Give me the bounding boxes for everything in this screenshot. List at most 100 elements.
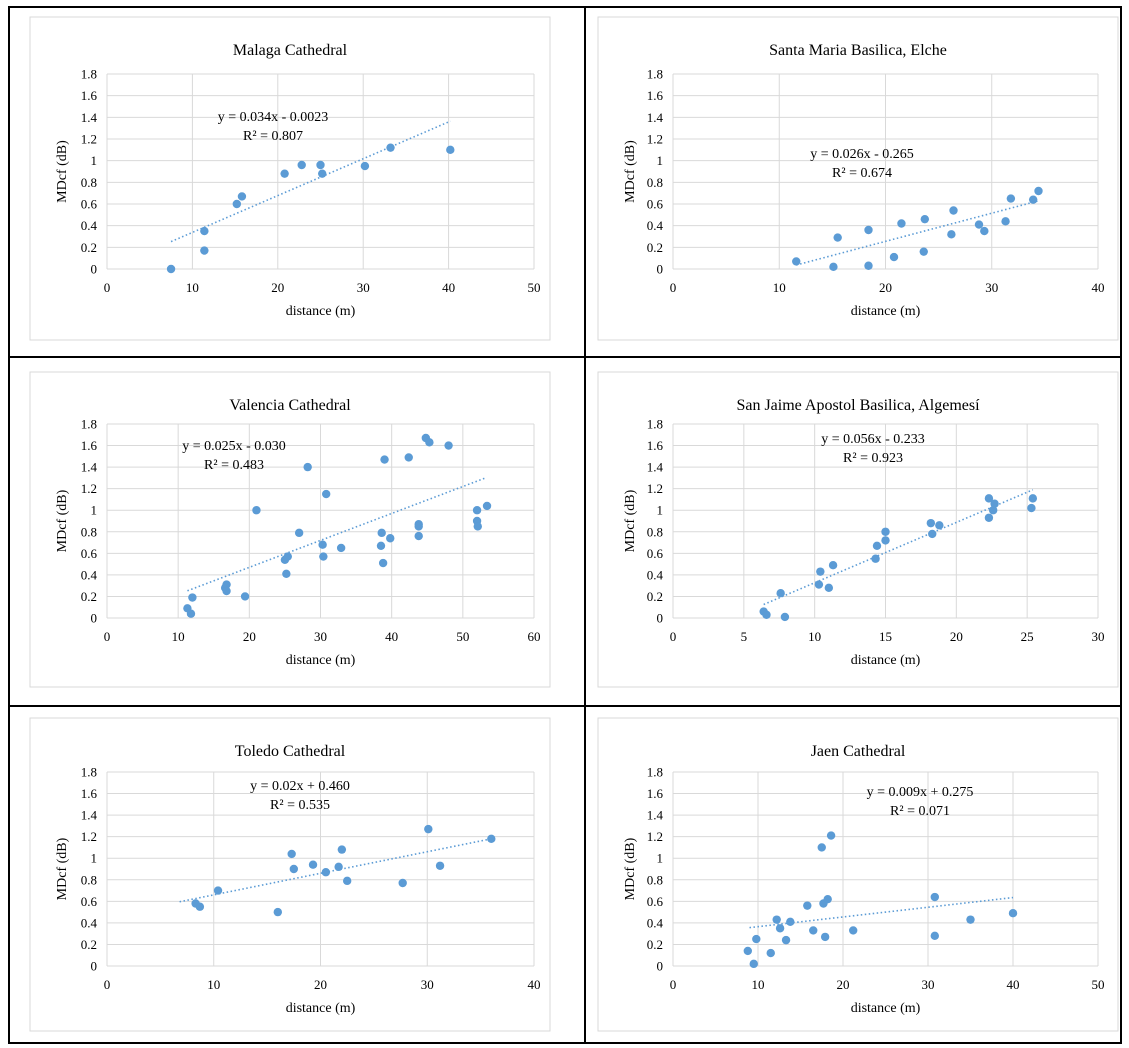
grid-divider-1: [10, 356, 1120, 358]
data-point: [1006, 194, 1016, 203]
y-tick-label: 1: [657, 851, 664, 866]
data-point: [318, 169, 327, 178]
data-point: [414, 531, 423, 541]
y-tick-label: 0.4: [81, 218, 98, 233]
data-point: [980, 226, 989, 236]
y-tick-label: 0.2: [81, 937, 97, 952]
data-point: [1001, 217, 1010, 226]
data-point: [947, 230, 956, 239]
y-tick-label: 0.6: [647, 894, 664, 909]
data-point: [414, 520, 423, 529]
data-point: [786, 917, 795, 927]
y-tick-label: 1.2: [647, 132, 663, 147]
data-point: [378, 558, 388, 568]
data-point: [188, 593, 197, 602]
data-point: [1034, 186, 1043, 196]
chart-5: Toledo Cathedral 0 0.2 0.4 0.6 0.8 1 1.2 1.4 1.6 1…: [29, 717, 551, 1032]
data-point: [283, 552, 292, 561]
data-point: [803, 901, 812, 910]
grid-vertical-divider: [584, 8, 586, 1042]
data-point: [766, 948, 775, 958]
y-tick-label: 1.6: [647, 88, 664, 103]
chart-title: Santa Maria Basilica, Elche: [769, 42, 947, 59]
data-point: [386, 534, 395, 543]
data-point: [749, 959, 758, 969]
y-tick-label: 1.8: [81, 67, 97, 82]
y-tick-label: 0.6: [647, 546, 664, 561]
chart-frame: [29, 16, 551, 341]
y-tick-label: 0.2: [647, 240, 663, 255]
data-point: [222, 580, 231, 589]
y-tick-label: 0: [657, 959, 664, 974]
x-tick-label: 50: [456, 629, 469, 644]
grid-divider-2: [10, 705, 1120, 707]
data-point: [881, 527, 890, 536]
x-tick-label: 30: [357, 280, 370, 295]
data-point: [809, 926, 818, 935]
data-point: [1028, 195, 1038, 204]
data-point: [743, 946, 752, 956]
r-squared-label: R² = 0.923: [843, 451, 903, 466]
data-point: [186, 609, 196, 618]
trendline: [187, 477, 486, 592]
data-point: [984, 494, 994, 503]
x-tick-label: 50: [528, 280, 541, 295]
data-point: [166, 264, 176, 274]
data-point: [380, 455, 389, 464]
x-tick-label: 40: [1007, 977, 1020, 992]
data-point: [775, 924, 785, 933]
y-tick-label: 0.6: [81, 197, 98, 212]
chart-1: Malaga Cathedral 0 0.2 0.4 0.6 0.8 1 1.2 1.4 1.6 1…: [29, 16, 551, 341]
x-tick-label: 50: [1092, 977, 1105, 992]
y-tick-label: 1.4: [647, 808, 664, 823]
trendline-equation: y = 0.026x - 0.265: [810, 147, 914, 162]
y-tick-label: 0.6: [647, 197, 664, 212]
y-tick-label: 0: [91, 611, 98, 626]
y-tick-label: 1: [91, 153, 98, 168]
chart-title: Toledo Cathedral: [235, 743, 346, 760]
y-tick-label: 1.8: [647, 765, 663, 780]
data-point: [814, 580, 824, 589]
r-squared-label: R² = 0.071: [890, 804, 950, 819]
trendline-equation: y = 0.025x - 0.030: [182, 439, 286, 454]
x-tick-label: 20: [950, 629, 963, 644]
figure-grid: [8, 6, 1122, 1044]
y-tick-label: 1.2: [647, 829, 663, 844]
data-point: [386, 143, 395, 152]
data-point: [889, 252, 899, 262]
y-tick-label: 1.4: [81, 460, 98, 475]
data-point: [334, 862, 343, 872]
data-point: [816, 567, 825, 576]
trendline: [763, 489, 1034, 606]
x-tick-label: 10: [172, 629, 185, 644]
y-axis-label: MDcf (dB): [623, 140, 638, 203]
data-point: [881, 536, 890, 545]
data-point: [337, 845, 347, 854]
y-tick-label: 0.8: [647, 175, 663, 190]
y-tick-label: 0.4: [81, 915, 98, 930]
data-point: [820, 932, 830, 942]
y-tick-label: 1.2: [81, 481, 97, 496]
y-tick-label: 1.6: [81, 88, 98, 103]
chart-frame: [597, 717, 1119, 1032]
y-tick-label: 1: [91, 503, 98, 518]
data-point: [817, 843, 826, 852]
y-axis-label: MDcf (dB): [623, 489, 638, 552]
r-squared-label: R² = 0.535: [270, 798, 330, 813]
data-point: [237, 192, 247, 201]
data-point: [781, 935, 791, 945]
chart-title: San Jaime Apostol Basilica, Algemesí: [736, 397, 980, 414]
r-squared-label: R² = 0.674: [832, 166, 892, 181]
chart-frame: [29, 717, 551, 1032]
data-point: [780, 612, 790, 622]
chart-title: Jaen Cathedral: [811, 743, 906, 760]
x-tick-label: 5: [741, 629, 748, 644]
y-tick-label: 1.6: [81, 438, 98, 453]
x-tick-label: 30: [1092, 629, 1105, 644]
data-point: [398, 878, 407, 888]
x-tick-label: 20: [314, 977, 327, 992]
x-tick-label: 40: [1092, 280, 1105, 295]
data-point: [792, 257, 801, 266]
data-point: [762, 610, 771, 619]
